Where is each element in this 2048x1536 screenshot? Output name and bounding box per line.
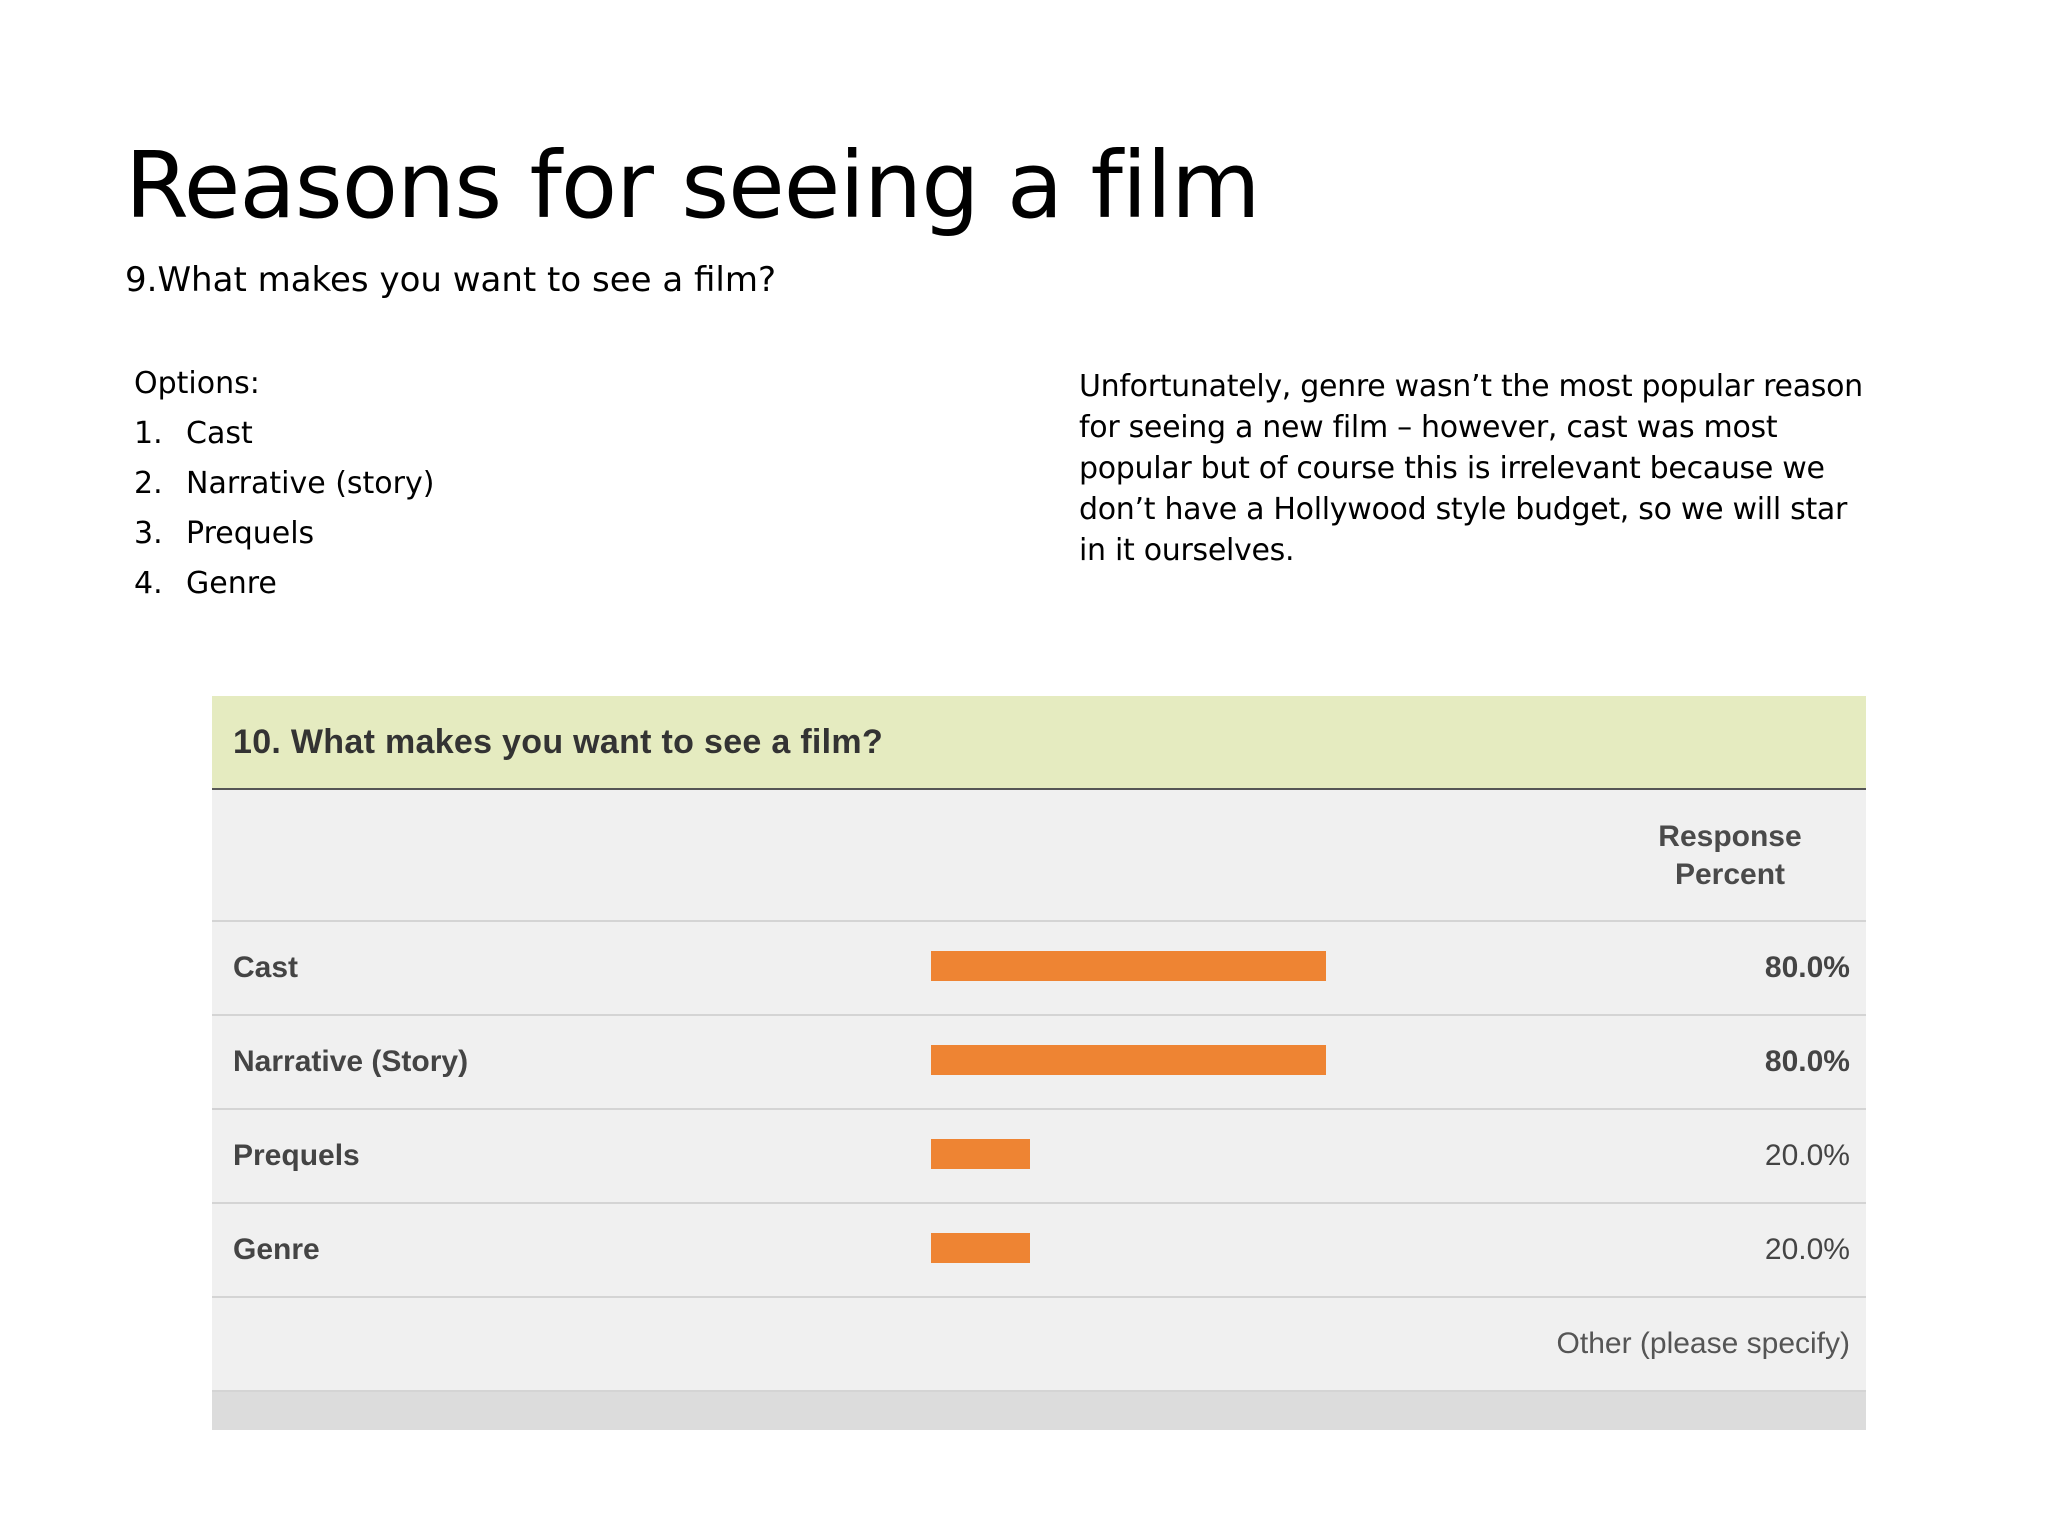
option-item: 3. Prequels — [134, 516, 434, 566]
bar-track — [931, 1139, 1581, 1169]
options-heading: Options: — [134, 366, 260, 401]
slide-subtitle: 9.What makes you want to see a film? — [125, 260, 777, 300]
response-percent-header: Response Percent — [1640, 818, 1820, 894]
column-header-line: Response — [1658, 820, 1802, 853]
option-number: 2. — [134, 466, 163, 501]
column-header-row: Response Percent — [212, 790, 1866, 922]
answer-label: Cast — [233, 951, 299, 984]
answer-row: Cast 80.0% — [212, 922, 1866, 1016]
options-block: Options: 1. Cast 2. Narrative (story) 3.… — [134, 366, 434, 616]
option-item: 2. Narrative (story) — [134, 466, 434, 516]
option-item: 1. Cast — [134, 416, 434, 466]
option-number: 1. — [134, 416, 163, 451]
survey-header: 10. What makes you want to see a film? — [212, 696, 1866, 790]
option-label: Genre — [186, 566, 277, 601]
answer-row: Prequels 20.0% — [212, 1110, 1866, 1204]
survey-footer — [212, 1392, 1866, 1430]
commentary-text: Unfortunately, genre wasn’t the most pop… — [1079, 369, 1863, 568]
response-bar — [931, 951, 1327, 981]
survey-question: 10. What makes you want to see a film? — [233, 722, 884, 761]
answer-row: Genre 20.0% — [212, 1204, 1866, 1298]
answer-row: Narrative (Story) 80.0% — [212, 1016, 1866, 1110]
options-list: 1. Cast 2. Narrative (story) 3. Prequels… — [134, 416, 434, 616]
response-bar — [931, 1233, 1030, 1263]
answer-rows: Cast 80.0% Narrative (Story) 80.0% Prequels 2… — [212, 922, 1866, 1298]
column-header-line: Percent — [1674, 858, 1786, 891]
bar-track — [931, 951, 1581, 981]
response-percent-value: 20.0% — [1764, 1139, 1850, 1172]
answer-label: Prequels — [233, 1139, 360, 1172]
other-row: Other (please specify) — [212, 1298, 1866, 1392]
option-label: Cast — [186, 416, 253, 451]
slide-title: Reasons for seeing a film — [125, 132, 1261, 239]
option-label: Narrative (story) — [186, 466, 435, 501]
option-label: Prequels — [186, 516, 315, 551]
bar-track — [931, 1233, 1581, 1263]
response-percent-value: 80.0% — [1764, 951, 1850, 984]
answer-label: Narrative (Story) — [233, 1045, 469, 1078]
option-number: 4. — [134, 566, 163, 601]
response-bar — [931, 1045, 1327, 1075]
response-bar — [931, 1139, 1030, 1169]
option-number: 3. — [134, 516, 163, 551]
bar-track — [931, 1045, 1581, 1075]
option-item: 4. Genre — [134, 566, 434, 616]
response-percent-value: 80.0% — [1764, 1045, 1850, 1078]
response-percent-value: 20.0% — [1764, 1233, 1850, 1266]
answer-label: Genre — [233, 1233, 320, 1266]
other-specify-label: Other (please specify) — [1556, 1327, 1850, 1360]
survey-results-table: 10. What makes you want to see a film? R… — [212, 696, 1866, 1430]
